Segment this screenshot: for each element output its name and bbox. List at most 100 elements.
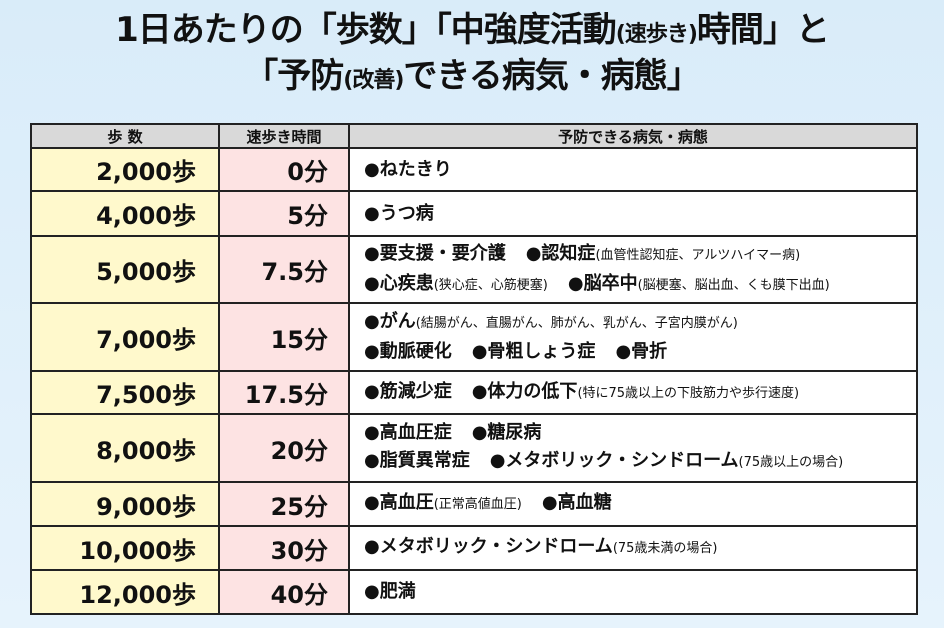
disease-item: ●メタボリック・シンドローム(75歳以上の場合)	[490, 450, 844, 471]
disease-name: ●筋減少症	[364, 380, 452, 402]
title-small-text: (速歩き)	[615, 22, 698, 47]
disease-note: (脳梗塞、脳出血、くも膜下出血)	[637, 277, 830, 293]
time-cell: 17.5分	[218, 370, 350, 415]
steps-cell: 4,000歩	[30, 190, 220, 237]
disease-item: ●骨粗しょう症	[472, 341, 596, 362]
disease-name: ●がん	[364, 311, 416, 332]
disease-cell: ●高血圧(正常高値血圧) ●高血糖	[348, 481, 918, 527]
disease-cell: ●ねたきり	[348, 147, 918, 192]
header-steps: 歩 数	[30, 123, 220, 149]
disease-item: ●がん(結腸がん、直腸がん、肺がん、乳がん、子宮内膜がん)	[364, 311, 738, 332]
disease-item: ●心疾患(狭心症、心筋梗塞)	[364, 273, 548, 294]
disease-item: ●認知症(血管性認知症、アルツハイマー病)	[526, 243, 800, 264]
steps-cell: 8,000歩	[30, 413, 220, 483]
time-cell: 0分	[218, 147, 350, 192]
disease-name: ●高血圧	[364, 492, 434, 513]
disease-name: ●体力の低下	[471, 380, 578, 402]
disease-note: (75歳以上の場合)	[738, 455, 844, 470]
steps-cell: 10,000歩	[30, 525, 220, 571]
title-line-2: 「予防(改善)できる病気・病態」	[0, 54, 944, 103]
disease-line: ●メタボリック・シンドローム(75歳未満の場合)	[364, 533, 916, 563]
disease-name: ●認知症	[525, 242, 596, 264]
disease-item: ●筋減少症	[364, 381, 452, 402]
time-cell: 30分	[218, 525, 350, 571]
disease-name: ●糖尿病	[471, 422, 542, 443]
disease-name: ●心疾患	[364, 272, 434, 294]
disease-note: (特に75歳以上の下肢筋力や歩行速度)	[577, 385, 800, 401]
steps-cell: 2,000歩	[30, 147, 220, 192]
disease-name: ●高血糖	[541, 492, 612, 513]
disease-line: ●心疾患(狭心症、心筋梗塞) ●脳卒中(脳梗塞、脳出血、くも膜下出血)	[364, 270, 916, 300]
title-text: 時間」と	[696, 10, 830, 50]
disease-cell: ●うつ病	[348, 190, 918, 237]
disease-name: ●動脈硬化	[364, 341, 452, 362]
disease-item: ●脂質異常症	[364, 450, 470, 471]
table-row: 10,000歩 30分 ●メタボリック・シンドローム(75歳未満の場合)	[30, 525, 918, 571]
disease-item: ●ねたきり	[364, 159, 452, 180]
disease-item: ●脳卒中(脳梗塞、脳出血、くも膜下出血)	[568, 273, 830, 294]
time-cell: 15分	[218, 302, 350, 372]
steps-cell: 5,000歩	[30, 235, 220, 304]
disease-name: ●骨折	[615, 341, 668, 362]
disease-item: ●高血糖	[542, 492, 612, 513]
time-cell: 7.5分	[218, 235, 350, 304]
disease-item: ●肥満	[364, 581, 416, 602]
disease-item: ●高血圧症	[364, 422, 452, 443]
disease-name: ●メタボリック・シンドローム	[489, 450, 739, 471]
steps-cell: 7,000歩	[30, 302, 220, 372]
disease-note: (75歳未満の場合)	[612, 541, 718, 556]
disease-name: ●うつ病	[364, 202, 434, 224]
table-header-row: 歩 数 速歩き時間 予防できる病気・病態	[30, 123, 918, 149]
disease-line: ●ねたきり	[364, 156, 916, 184]
title-text: できる病気・病態」	[403, 56, 700, 96]
steps-cell: 12,000歩	[30, 569, 220, 615]
disease-note: (狭心症、心筋梗塞)	[433, 277, 548, 293]
disease-item: ●メタボリック・シンドローム(75歳未満の場合)	[364, 536, 718, 557]
disease-cell: ●筋減少症 ●体力の低下(特に75歳以上の下肢筋力や歩行速度)	[348, 370, 918, 415]
disease-name: ●ねたきり	[364, 158, 452, 180]
disease-note: (正常高値血圧)	[433, 497, 522, 512]
disease-name: ●脳卒中	[567, 272, 638, 294]
disease-item: ●骨折	[615, 341, 667, 362]
disease-note: (結腸がん、直腸がん、肺がん、乳がん、子宮内膜がん)	[415, 316, 738, 331]
time-cell: 20分	[218, 413, 350, 483]
disease-item: ●動脈硬化	[364, 341, 452, 362]
time-cell: 40分	[218, 569, 350, 615]
disease-item: ●体力の低下(特に75歳以上の下肢筋力や歩行速度)	[472, 381, 799, 402]
header-brisk-walk-time: 速歩き時間	[218, 123, 350, 149]
disease-item: ●高血圧(正常高値血圧)	[364, 492, 522, 513]
time-cell: 5分	[218, 190, 350, 237]
table-row: 9,000歩 25分 ●高血圧(正常高値血圧) ●高血糖	[30, 481, 918, 527]
disease-item: ●要支援・要介護	[364, 243, 506, 264]
disease-line: ●肥満	[364, 578, 916, 606]
steps-cell: 7,500歩	[30, 370, 220, 415]
disease-name: ●要支援・要介護	[364, 242, 506, 264]
disease-item: ●糖尿病	[472, 422, 542, 443]
disease-line: ●高血圧症 ●糖尿病	[364, 419, 916, 447]
disease-name: ●脂質異常症	[364, 450, 470, 471]
table-row: 4,000歩 5分 ●うつ病	[30, 190, 918, 237]
table-row: 2,000歩 0分 ●ねたきり	[30, 147, 918, 192]
table-row: 5,000歩 7.5分 ●要支援・要介護 ●認知症(血管性認知症、アルツハイマー病) ●…	[30, 235, 918, 304]
disease-name: ●メタボリック・シンドローム	[364, 536, 613, 557]
disease-line: ●うつ病	[364, 200, 916, 228]
disease-line: ●脂質異常症 ●メタボリック・シンドローム(75歳以上の場合)	[364, 447, 916, 477]
title-line-1: 1日あたりの「歩数」「中強度活動(速歩き)時間」と	[0, 8, 944, 57]
disease-cell: ●高血圧症 ●糖尿病 ●脂質異常症 ●メタボリック・シンドローム(75歳以上の場合)	[348, 413, 918, 483]
disease-name: ●肥満	[364, 581, 416, 602]
title-text: 「予防	[244, 56, 344, 96]
table-row: 7,000歩 15分 ●がん(結腸がん、直腸がん、肺がん、乳がん、子宮内膜がん) ●動…	[30, 302, 918, 372]
disease-cell: ●がん(結腸がん、直腸がん、肺がん、乳がん、子宮内膜がん) ●動脈硬化 ●骨粗しょう…	[348, 302, 918, 372]
disease-line: ●高血圧(正常高値血圧) ●高血糖	[364, 489, 916, 519]
title-small-text: (改善)	[343, 68, 404, 93]
disease-name: ●高血圧症	[364, 422, 452, 443]
table-row: 12,000歩 40分 ●肥満	[30, 569, 918, 615]
disease-line: ●要支援・要介護 ●認知症(血管性認知症、アルツハイマー病)	[364, 240, 916, 270]
table-row: 8,000歩 20分 ●高血圧症 ●糖尿病 ●脂質異常症 ●メタボリック・シンドローム(7…	[30, 413, 918, 483]
disease-name: ●骨粗しょう症	[471, 341, 596, 362]
title-text: 1日あたりの「歩数」「中強度活動	[115, 10, 617, 50]
disease-item: ●うつ病	[364, 203, 434, 224]
disease-note: (血管性認知症、アルツハイマー病)	[595, 247, 801, 263]
disease-line: ●動脈硬化 ●骨粗しょう症 ●骨折	[364, 338, 916, 366]
disease-line: ●がん(結腸がん、直腸がん、肺がん、乳がん、子宮内膜がん)	[364, 308, 916, 338]
